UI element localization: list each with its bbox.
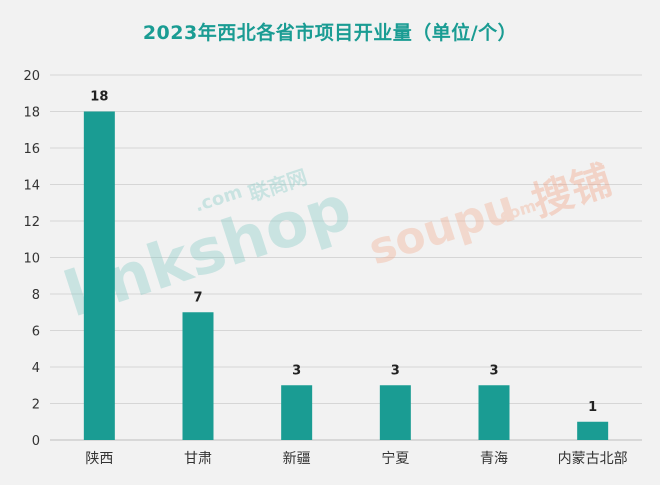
gridlines (50, 74, 642, 441)
data-label: 3 (489, 363, 498, 378)
chart-title: 2023年西北各省市项目开业量（单位/个） (142, 22, 518, 44)
data-label: 7 (193, 290, 202, 305)
x-tick-label: 陕西 (85, 451, 113, 467)
y-tick-label: 12 (23, 215, 40, 230)
soupu-watermark-logo: soupu .com 搜铺 (363, 157, 617, 275)
data-label: 3 (391, 363, 400, 378)
bar-新疆 (281, 385, 313, 440)
bar-宁夏 (379, 385, 411, 440)
bars (83, 111, 609, 440)
x-tick-label: 内蒙古北部 (558, 451, 628, 467)
y-tick-label: 20 (23, 69, 40, 84)
data-label: 3 (292, 363, 301, 378)
x-tick-label: 宁夏 (381, 450, 409, 467)
x-axis: 陕西 甘肃 新疆 宁夏 青海 内蒙古北部 (85, 450, 627, 467)
y-tick-label: 8 (32, 288, 40, 303)
y-tick-label: 2 (32, 398, 40, 413)
x-tick-label: 新疆 (283, 451, 311, 467)
y-axis: 0 2 4 6 8 10 12 14 16 18 20 (23, 69, 40, 449)
data-labels: 18 7 3 3 3 1 (90, 90, 597, 415)
y-tick-label: 0 (32, 434, 40, 449)
bar-甘肃 (182, 312, 214, 440)
y-tick-label: 4 (32, 361, 40, 376)
y-tick-label: 18 (23, 106, 40, 121)
x-tick-label: 青海 (480, 451, 508, 467)
svg-text:搜铺: 搜铺 (527, 157, 617, 225)
bar-青海 (478, 385, 510, 440)
bar-陕西 (83, 111, 115, 440)
y-tick-label: 6 (32, 325, 40, 340)
y-tick-label: 14 (23, 179, 40, 194)
data-label: 18 (90, 90, 108, 105)
x-tick-label: 甘肃 (184, 451, 212, 467)
y-tick-label: 10 (23, 252, 40, 267)
bar-内蒙古北部 (577, 421, 609, 440)
data-label: 1 (588, 400, 597, 415)
y-tick-label: 16 (23, 142, 40, 157)
svg-text:soupu: soupu (363, 180, 522, 275)
watermark-logos: linkshop .com 联商网 soupu .com 搜铺 (56, 157, 617, 331)
